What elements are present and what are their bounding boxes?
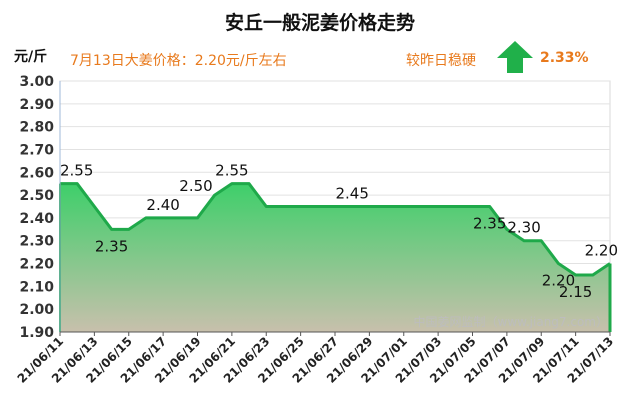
y-tick-label: 2.40 [19, 211, 54, 227]
data-label: 2.35 [95, 237, 128, 255]
data-label: 2.20 [542, 272, 575, 290]
y-tick-label: 2.90 [19, 97, 54, 113]
price-area [60, 183, 610, 332]
y-tick-label: 3.00 [19, 74, 54, 90]
y-tick-label: 1.90 [19, 325, 54, 341]
chart-title: 安丘一般泥姜价格走势 [224, 12, 415, 34]
y-tick-label: 2.10 [19, 279, 54, 295]
data-label: 2.55 [60, 162, 93, 180]
y-tick-label: 2.70 [19, 142, 54, 158]
data-label: 2.20 [585, 242, 618, 260]
data-label: 2.30 [507, 219, 540, 237]
y-tick-label: 2.60 [19, 165, 54, 181]
data-label: 2.15 [559, 283, 592, 301]
y-tick-label: 2.30 [19, 234, 54, 250]
data-label: 2.40 [146, 196, 179, 214]
data-label: 2.45 [335, 185, 368, 203]
y-axis-unit: 元/斤 [14, 49, 48, 65]
price-line [60, 182, 611, 277]
data-label: 2.35 [473, 215, 506, 233]
price-note: 7月13日大姜价格：2.20元/斤左右 [70, 53, 287, 69]
up-arrow-icon [497, 41, 533, 73]
data-label: 2.50 [179, 177, 212, 195]
y-tick-label: 2.80 [19, 120, 54, 136]
trend-percent: 2.33% [540, 50, 589, 66]
data-label: 2.55 [215, 162, 248, 180]
watermark: 中国姜网监制（www.jiang7.com） [414, 314, 608, 329]
y-tick-label: 2.00 [19, 302, 54, 318]
y-tick-label: 2.50 [19, 188, 54, 204]
trend-label: 较昨日稳硬 [406, 53, 476, 69]
y-tick-label: 2.20 [19, 257, 54, 273]
